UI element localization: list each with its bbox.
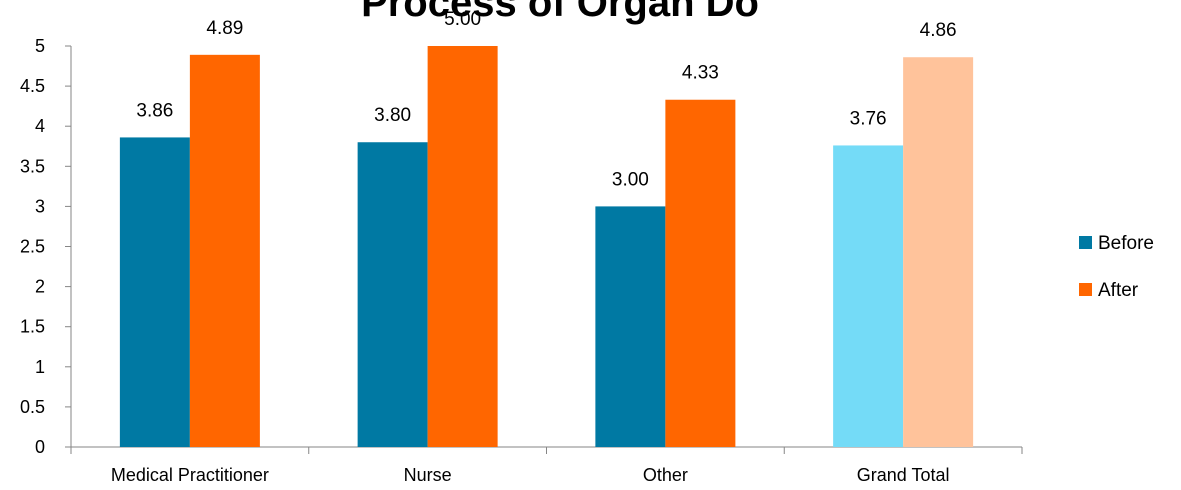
legend: Before After: [1079, 233, 1154, 301]
data-label: 4.33: [682, 63, 719, 84]
y-tick-label: 3.5: [20, 156, 45, 176]
y-tick-label: 4.5: [20, 76, 45, 96]
bar-before: [833, 145, 904, 447]
data-label: 3.00: [612, 169, 649, 190]
y-axis: 0 0.5 1 1.5 2 2.5 3 3.5 4 4.5 5: [20, 36, 72, 457]
legend-label-after: After: [1098, 280, 1139, 301]
legend-label-before: Before: [1098, 233, 1154, 254]
y-tick-label: 1.5: [20, 317, 45, 337]
y-tick-label: 1: [35, 357, 45, 377]
y-tick-label: 5: [35, 36, 45, 56]
data-label: 3.76: [850, 108, 887, 129]
data-label: 5.00: [444, 9, 481, 30]
data-label: 4.89: [206, 18, 243, 39]
y-tick-label: 2.5: [20, 237, 45, 257]
legend-swatch-after: [1079, 283, 1092, 296]
bar-before: [595, 206, 666, 447]
legend-swatch-before: [1079, 236, 1092, 249]
data-labels: 3.86 4.89 3.80 5.00 3.00 4.33 3.76 4.86: [136, 9, 956, 190]
data-label: 3.80: [374, 105, 411, 126]
bar-before: [357, 142, 428, 448]
data-label: 4.86: [920, 20, 957, 41]
y-tick-label: 0: [35, 437, 45, 457]
bar-after: [427, 46, 498, 447]
x-axis: Medical Practitioner Nurse Other Grand Tota…: [70, 446, 1023, 485]
y-tick-label: 2: [35, 277, 45, 297]
chart-title: Process of Organ Do: [361, 0, 759, 25]
data-label: 3.86: [136, 100, 173, 121]
y-tick-label: 3: [35, 196, 45, 216]
x-tick-label: Nurse: [404, 465, 452, 485]
y-tick-label: 4: [35, 116, 45, 136]
x-tick-label: Grand Total: [857, 465, 950, 485]
y-tick-label: 0.5: [20, 397, 45, 417]
bar-before: [119, 137, 190, 448]
bar-after: [665, 99, 736, 447]
x-tick-label: Medical Practitioner: [111, 465, 269, 485]
bar-after: [903, 57, 974, 448]
x-tick-label: Other: [643, 465, 688, 485]
bar-after: [189, 54, 260, 448]
bars: [119, 46, 974, 448]
